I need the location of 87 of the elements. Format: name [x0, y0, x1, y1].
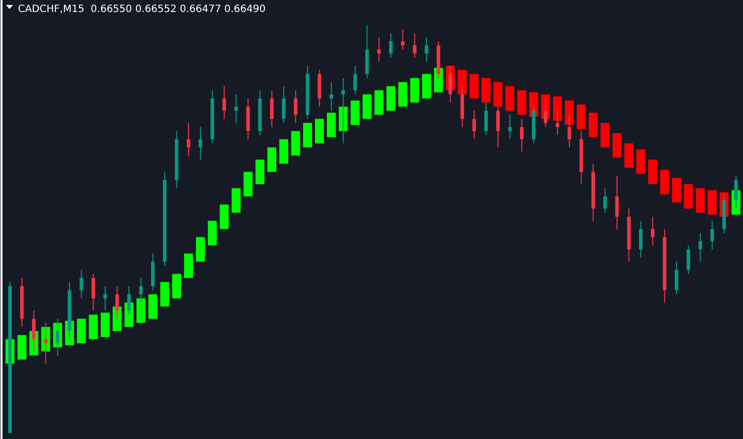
candlestick	[92, 273, 96, 312]
bar	[398, 82, 408, 107]
bar	[232, 188, 241, 213]
candlestick	[674, 261, 678, 295]
bar	[196, 237, 205, 262]
candlestick	[353, 65, 357, 95]
candlestick	[603, 188, 607, 214]
candlestick	[556, 110, 560, 136]
bar	[17, 335, 26, 360]
bar	[208, 220, 217, 246]
bar	[303, 122, 312, 148]
candlestick	[544, 98, 548, 128]
candlestick	[734, 175, 738, 210]
bar	[184, 253, 193, 278]
candlestick	[472, 110, 476, 140]
candlestick	[377, 36, 381, 62]
bar	[350, 100, 360, 125]
candlestick	[186, 122, 190, 156]
bar	[494, 82, 502, 107]
bar	[612, 133, 622, 158]
bar	[684, 184, 693, 209]
candlestick	[234, 94, 238, 124]
candlestick	[424, 36, 428, 62]
bar	[244, 172, 252, 196]
candlestick	[282, 86, 286, 124]
bar	[553, 96, 562, 121]
bar	[220, 204, 229, 229]
candlestick	[32, 310, 36, 352]
candlestick	[127, 286, 131, 316]
bar	[148, 294, 158, 319]
bar	[88, 314, 98, 340]
candlestick	[710, 220, 714, 250]
bar	[660, 170, 670, 194]
bar	[576, 104, 586, 130]
candlestick	[484, 102, 488, 136]
candlestick	[270, 90, 274, 128]
candlestick	[650, 216, 654, 246]
candlestick	[698, 232, 702, 262]
candlestick	[389, 32, 393, 58]
candlestick	[508, 114, 512, 140]
candlestick	[330, 82, 334, 112]
candlestick	[400, 28, 405, 50]
bar	[362, 94, 372, 119]
candlestick	[412, 32, 416, 58]
bar	[76, 318, 86, 344]
candlestick	[115, 286, 119, 320]
bar	[374, 90, 384, 115]
candlestick	[639, 220, 643, 258]
candlestick	[294, 90, 298, 124]
bar	[636, 149, 646, 174]
candlestick	[222, 86, 226, 120]
bar	[672, 178, 681, 202]
bar	[386, 86, 396, 111]
candlestick	[103, 286, 107, 312]
bar	[624, 143, 634, 168]
bar	[172, 274, 182, 298]
bar	[517, 90, 526, 115]
bar	[326, 112, 336, 138]
bar	[422, 74, 432, 98]
bar	[505, 86, 514, 111]
bar	[136, 298, 146, 323]
bar	[588, 112, 598, 138]
bar	[458, 70, 467, 94]
bar	[410, 78, 420, 103]
bar	[314, 118, 324, 144]
candlestick	[520, 118, 524, 152]
bar	[100, 312, 110, 338]
bar	[160, 282, 170, 307]
candlestick	[139, 277, 143, 303]
bar	[708, 190, 717, 215]
bar	[291, 131, 300, 156]
bar	[470, 74, 479, 98]
bar	[696, 188, 705, 213]
bar	[648, 160, 658, 184]
bar	[267, 147, 276, 172]
candlestick	[80, 269, 84, 299]
bar	[600, 122, 610, 148]
candlestick	[198, 126, 202, 160]
candlestick	[568, 114, 572, 148]
bar	[482, 78, 491, 103]
bar	[279, 139, 288, 164]
bar	[564, 100, 574, 125]
candlestick	[615, 175, 619, 230]
candlestick	[496, 106, 500, 148]
chart-title: CADCHF,M15 0.66550 0.66552 0.66477 0.66490	[18, 4, 266, 15]
bar	[255, 160, 264, 184]
candlestick	[686, 244, 690, 274]
